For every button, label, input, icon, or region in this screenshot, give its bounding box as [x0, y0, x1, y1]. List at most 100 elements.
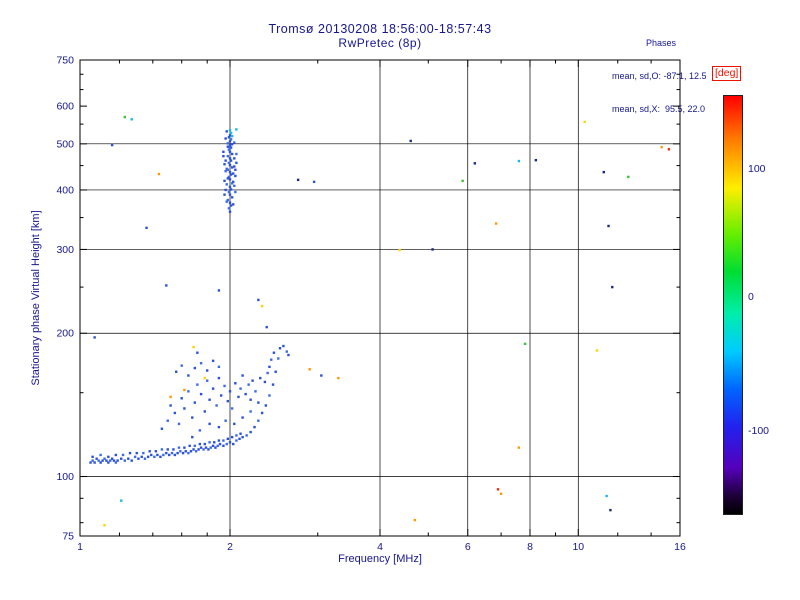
data-point: [233, 184, 236, 188]
data-point: [241, 416, 244, 419]
data-point: [517, 159, 521, 163]
data-point: [496, 488, 500, 491]
data-point: [229, 131, 233, 135]
data-point: [233, 157, 236, 160]
data-point: [667, 148, 671, 151]
data-point: [183, 446, 186, 449]
data-point: [128, 451, 132, 455]
data-point: [109, 459, 112, 462]
data-point: [103, 457, 106, 460]
data-point: [263, 380, 267, 384]
data-point: [177, 446, 181, 449]
data-point: [95, 457, 98, 460]
data-point: [253, 425, 256, 429]
data-point: [177, 422, 181, 426]
data-point: [217, 365, 221, 369]
data-point: [173, 411, 177, 415]
data-point: [203, 376, 206, 380]
data-point: [148, 450, 151, 453]
data-point: [216, 444, 219, 448]
data-point: [257, 401, 260, 404]
data-point: [499, 492, 503, 495]
data-point: [169, 404, 172, 407]
data-point: [225, 167, 228, 171]
data-point: [123, 115, 126, 119]
data-point: [116, 459, 119, 462]
data-point: [172, 448, 175, 451]
data-point: [660, 145, 663, 149]
data-point: [605, 494, 608, 498]
data-point: [160, 448, 164, 451]
y-tick-label: 400: [56, 184, 74, 196]
data-point: [225, 183, 228, 186]
data-point: [180, 364, 183, 367]
data-point: [228, 441, 232, 444]
data-point: [173, 453, 177, 457]
data-point: [135, 451, 138, 455]
data-point: [534, 158, 538, 162]
data-point: [230, 166, 234, 169]
data-point: [199, 446, 203, 449]
data-point: [517, 446, 521, 449]
data-point: [175, 370, 178, 373]
data-point: [226, 177, 230, 180]
data-point: [230, 435, 234, 439]
data-point: [251, 379, 254, 382]
data-point: [217, 439, 221, 442]
data-point: [296, 178, 300, 182]
x-tick-label: 4: [377, 541, 383, 553]
data-point: [112, 459, 116, 462]
data-point: [270, 358, 273, 361]
data-point: [211, 444, 215, 448]
data-point: [217, 289, 221, 292]
x-tick-label: 8: [527, 541, 533, 553]
data-point: [583, 120, 586, 124]
data-point: [607, 224, 610, 228]
data-point: [312, 180, 316, 184]
data-point: [218, 442, 222, 446]
data-point: [176, 451, 179, 455]
data-point: [228, 201, 232, 204]
data-point: [140, 455, 143, 459]
data-point: [227, 136, 231, 139]
data-point: [203, 410, 206, 413]
data-point: [227, 161, 231, 165]
data-point: [166, 419, 169, 422]
data-point: [133, 455, 137, 459]
data-point: [160, 427, 164, 430]
data-point: [208, 422, 211, 426]
data-point: [235, 439, 238, 442]
data-point: [235, 434, 238, 437]
data-point: [187, 390, 190, 393]
data-point: [91, 455, 94, 459]
data-point: [233, 141, 236, 144]
data-point: [226, 154, 230, 158]
data-point: [274, 370, 277, 373]
data-point: [110, 143, 114, 147]
data-point: [107, 461, 110, 464]
data-point: [257, 419, 260, 422]
data-point: [224, 159, 227, 162]
data-point: [222, 444, 225, 448]
data-point: [165, 451, 168, 455]
data-point: [211, 387, 215, 390]
data-point: [523, 342, 527, 346]
data-point: [264, 404, 268, 407]
data-point: [228, 140, 232, 143]
data-point: [224, 137, 227, 140]
data-point: [97, 459, 100, 462]
data-point: [287, 353, 290, 357]
y-tick-label: 100: [56, 471, 74, 483]
data-point: [187, 451, 190, 455]
data-point: [226, 198, 230, 202]
data-point: [413, 518, 417, 522]
data-point: [89, 461, 92, 464]
data-point: [222, 439, 225, 442]
data-point: [233, 165, 236, 168]
data-point: [130, 459, 133, 462]
data-point: [237, 395, 240, 399]
data-point: [196, 351, 199, 354]
data-point: [627, 175, 630, 179]
data-point: [110, 457, 114, 460]
